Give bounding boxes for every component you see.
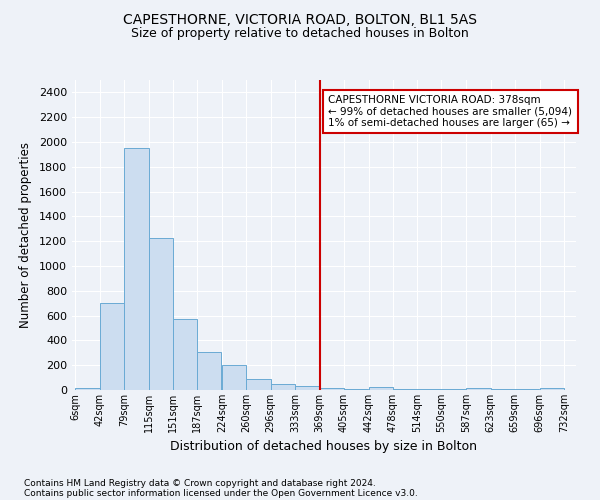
X-axis label: Distribution of detached houses by size in Bolton: Distribution of detached houses by size … [170, 440, 478, 454]
Bar [539, 388, 564, 390]
Bar [295, 386, 320, 390]
Bar [197, 352, 221, 390]
Bar [173, 318, 197, 390]
Bar [369, 387, 393, 390]
Bar [466, 388, 491, 390]
Bar [393, 389, 417, 390]
Text: Contains public sector information licensed under the Open Government Licence v3: Contains public sector information licen… [24, 488, 418, 498]
Bar [320, 388, 344, 390]
Text: Contains HM Land Registry data © Crown copyright and database right 2024.: Contains HM Land Registry data © Crown c… [24, 478, 376, 488]
Y-axis label: Number of detached properties: Number of detached properties [19, 142, 32, 328]
Bar [271, 384, 295, 390]
Bar [124, 148, 149, 390]
Bar [149, 238, 173, 390]
Bar [246, 380, 271, 390]
Text: Size of property relative to detached houses in Bolton: Size of property relative to detached ho… [131, 28, 469, 40]
Text: CAPESTHORNE VICTORIA ROAD: 378sqm
← 99% of detached houses are smaller (5,094)
1: CAPESTHORNE VICTORIA ROAD: 378sqm ← 99% … [328, 95, 572, 128]
Bar [100, 303, 124, 390]
Bar [76, 388, 100, 390]
Bar [222, 364, 246, 390]
Text: CAPESTHORNE, VICTORIA ROAD, BOLTON, BL1 5AS: CAPESTHORNE, VICTORIA ROAD, BOLTON, BL1 … [123, 12, 477, 26]
Bar [344, 389, 368, 390]
